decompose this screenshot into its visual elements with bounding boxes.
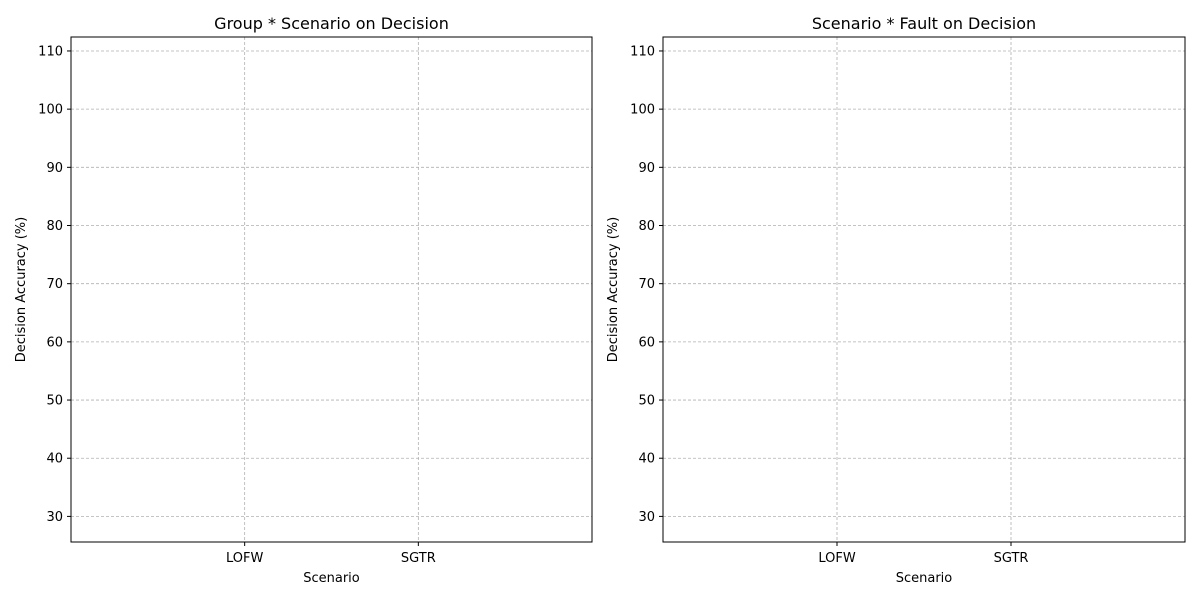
x-tick-label: SGTR [401, 551, 436, 566]
x-axis-ticks: LOFW SGTR [226, 542, 436, 566]
y-axis-ticks: 30 40 50 60 70 80 90 100 110 [630, 44, 663, 525]
y-tick-label: 70 [638, 277, 655, 292]
y-axis-label: Decision Accuracy (%) [14, 217, 29, 362]
y-axis-label: Decision Accuracy (%) [606, 217, 621, 362]
y-axis-ticks: 30 40 50 60 70 80 90 100 110 [38, 44, 71, 525]
plot-frame [70, 36, 593, 543]
chart-title: Group * Scenario on Decision [214, 14, 449, 33]
y-tick-label: 30 [638, 510, 655, 525]
grid-lines [71, 37, 592, 542]
y-tick-label: 40 [638, 452, 655, 467]
x-axis-label: Scenario [896, 571, 953, 586]
y-tick-label: 80 [638, 219, 655, 234]
y-tick-label: 70 [46, 277, 63, 292]
y-tick-label: 90 [46, 161, 63, 176]
plot-frame [662, 36, 1186, 543]
y-tick-label: 60 [46, 335, 63, 350]
x-axis-label: Scenario [303, 571, 360, 586]
y-tick-label: 60 [638, 335, 655, 350]
chart-title: Scenario * Fault on Decision [812, 14, 1036, 33]
grid-lines [663, 37, 1185, 542]
chart-panel-left: Group * Scenario on Decision 30 40 50 60 70 8… [14, 14, 593, 586]
x-tick-label: SGTR [994, 551, 1029, 566]
y-tick-label: 40 [46, 452, 63, 467]
y-tick-label: 100 [630, 103, 655, 118]
x-tick-label: LOFW [226, 551, 263, 566]
y-tick-label: 100 [38, 103, 63, 118]
y-tick-label: 110 [38, 44, 63, 59]
x-tick-label: LOFW [818, 551, 855, 566]
y-tick-label: 30 [46, 510, 63, 525]
y-tick-label: 50 [46, 394, 63, 409]
x-axis-ticks: LOFW SGTR [818, 542, 1028, 566]
chart-panel-right: Scenario * Fault on Decision 30 40 50 60 70 8… [606, 14, 1186, 586]
y-tick-label: 90 [638, 161, 655, 176]
y-tick-label: 110 [630, 44, 655, 59]
y-tick-label: 80 [46, 219, 63, 234]
y-tick-label: 50 [638, 394, 655, 409]
